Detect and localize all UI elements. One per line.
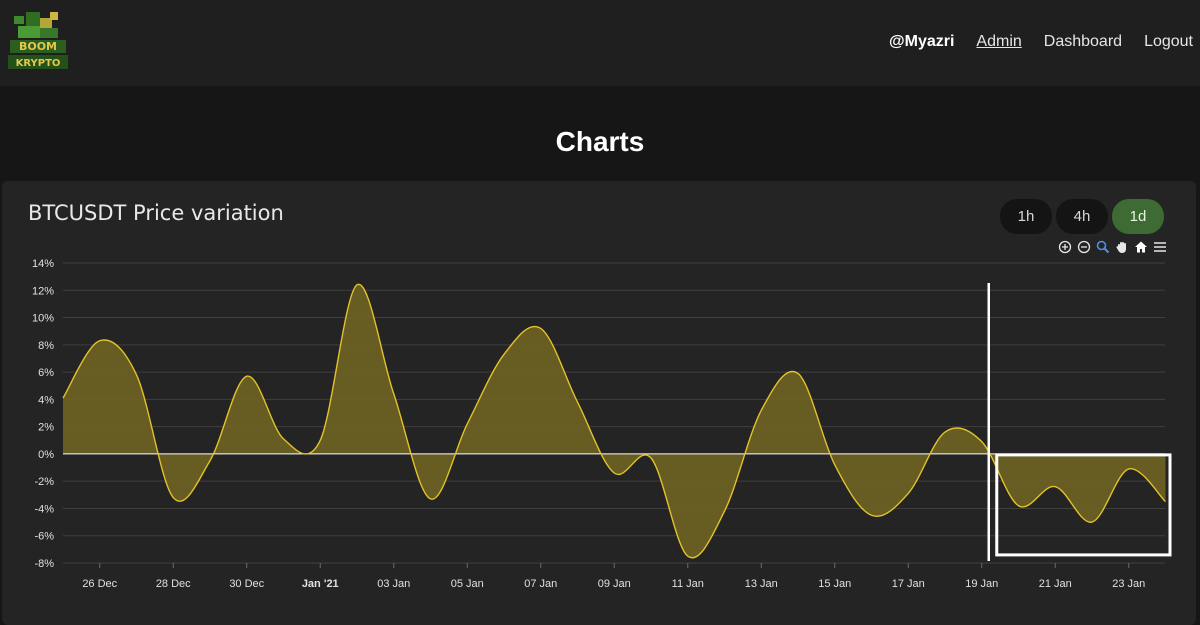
menu-icon[interactable] <box>1152 239 1167 254</box>
reset-home-icon[interactable] <box>1133 239 1148 254</box>
zoom-in-icon[interactable] <box>1057 239 1072 254</box>
nav-username[interactable]: @Myazri <box>889 33 955 50</box>
chart-card: BTCUSDT Price variation 1h 4h 1d <box>2 181 1196 625</box>
timeframe-1d-button[interactable]: 1d <box>1112 199 1164 234</box>
logo-text-bottom: KRYPTO <box>16 58 61 69</box>
chart-card-title: BTCUSDT Price variation <box>28 201 284 225</box>
nav-link-logout[interactable]: Logout <box>1144 33 1193 50</box>
nav-link-dashboard[interactable]: Dashboard <box>1043 33 1123 50</box>
nav-links: @Myazri Admin Dashboard Logout <box>889 32 1193 52</box>
nav-link-admin[interactable]: Admin <box>976 33 1022 50</box>
pan-hand-icon[interactable] <box>1114 239 1129 254</box>
logo-text-top: BOOM <box>19 40 57 53</box>
zoom-out-icon[interactable] <box>1076 239 1091 254</box>
navbar: BOOM KRYPTO @Myazri Admin Dashboard Logo… <box>0 0 1200 86</box>
chart-toolbar <box>1057 239 1167 254</box>
timeframe-selector: 1h 4h 1d <box>1000 199 1164 234</box>
zoom-selection-icon[interactable] <box>1095 239 1110 254</box>
boom-krypto-logo[interactable]: BOOM KRYPTO <box>6 10 70 74</box>
timeframe-4h-button[interactable]: 4h <box>1056 199 1108 234</box>
page-title: Charts <box>555 126 645 157</box>
timeframe-1h-button[interactable]: 1h <box>1000 199 1052 234</box>
